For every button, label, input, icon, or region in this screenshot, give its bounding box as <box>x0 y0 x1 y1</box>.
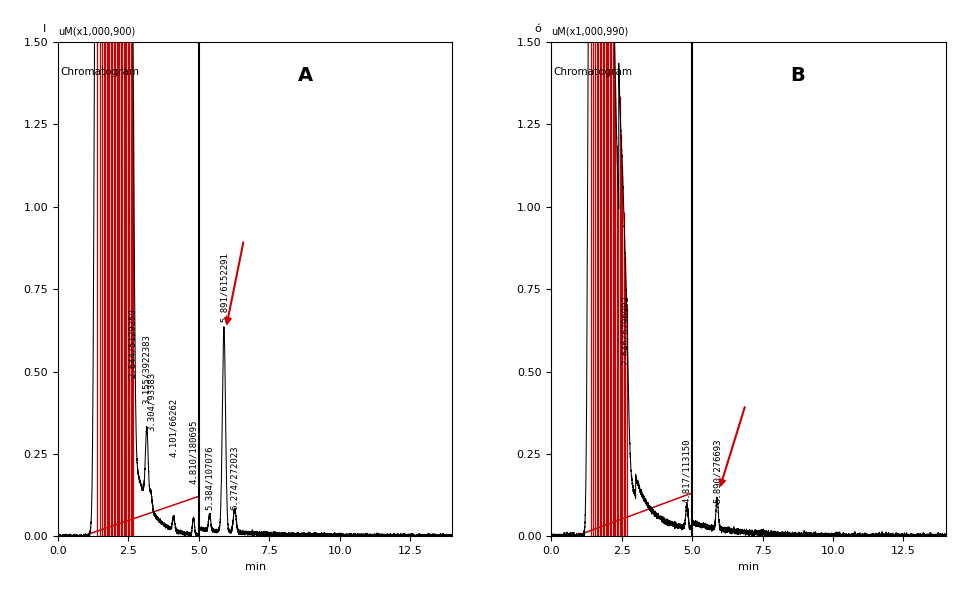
Text: I: I <box>42 24 45 35</box>
Text: uM(x1,000,900): uM(x1,000,900) <box>58 27 135 37</box>
Text: 2.646/6796992: 2.646/6796992 <box>621 295 630 365</box>
Text: Chromatogram: Chromatogram <box>60 67 139 77</box>
Text: ó: ó <box>534 24 540 35</box>
Text: 3.155/3922383: 3.155/3922383 <box>142 334 152 405</box>
Text: 5.891/6152291: 5.891/6152291 <box>219 252 229 322</box>
Text: 3.304/93383: 3.304/93383 <box>147 372 155 431</box>
Text: 2.644/5129250: 2.644/5129250 <box>128 308 137 378</box>
Text: 4.810/180695: 4.810/180695 <box>189 419 198 483</box>
Text: 6.274/272023: 6.274/272023 <box>231 446 239 510</box>
Text: B: B <box>790 66 806 85</box>
Text: Chromatogram: Chromatogram <box>553 67 632 77</box>
Text: 5.384/107076: 5.384/107076 <box>206 446 214 510</box>
Text: 5.890/276693: 5.890/276693 <box>712 439 722 504</box>
Text: A: A <box>297 66 313 85</box>
X-axis label: min: min <box>244 561 265 572</box>
X-axis label: min: min <box>738 561 759 572</box>
Text: 4.817/113150: 4.817/113150 <box>682 439 691 504</box>
Text: 4.101/66262: 4.101/66262 <box>169 398 178 457</box>
Text: uM(x1,000,990): uM(x1,000,990) <box>551 27 628 37</box>
